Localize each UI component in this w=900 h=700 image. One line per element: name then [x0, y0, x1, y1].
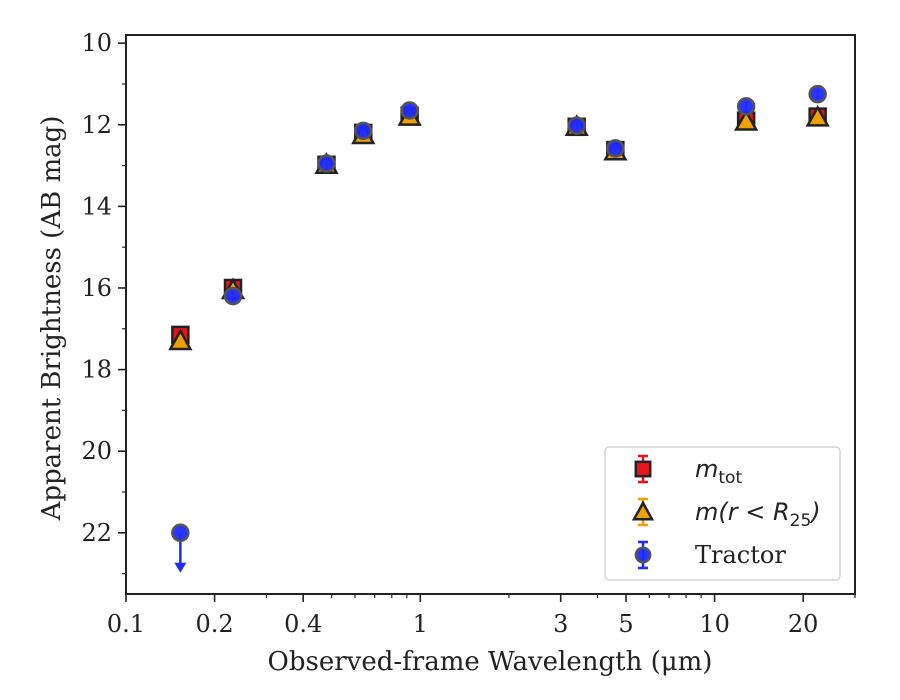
legend-box: [604, 446, 841, 581]
data-point: [168, 328, 193, 351]
data-point: [736, 97, 756, 116]
data-point: [808, 84, 827, 104]
y-tick-label: 12: [81, 111, 112, 139]
series-circle: [171, 84, 827, 573]
x-tick-label: 0.1: [107, 610, 145, 638]
data-point: [805, 104, 830, 127]
y-tick-label: 14: [81, 192, 112, 220]
data-point: [734, 108, 759, 131]
data-point: [171, 523, 190, 543]
series-square: [171, 106, 827, 345]
x-tick-label: 0.4: [284, 610, 322, 638]
legend-label: Tractor: [695, 541, 786, 569]
series-triangle: [168, 104, 830, 351]
data-point: [317, 154, 336, 173]
x-tick-label: 0.2: [196, 610, 234, 638]
x-tick-label: 3: [553, 610, 568, 638]
data-point: [567, 116, 586, 135]
x-tick-label: 1: [413, 610, 428, 638]
x-axis: 0.1 0.2 0.4 1 3 5 10 20: [107, 594, 856, 638]
plot-border: [125, 34, 856, 595]
legend-marker-square: [634, 460, 652, 478]
upper-limit-arrow: [174, 562, 187, 573]
legend-marker-circle: [634, 546, 652, 564]
y-axis-title: Apparent Brightness (AB mag): [37, 116, 67, 522]
legend-label: m(r < R25): [695, 498, 821, 531]
data-point: [606, 139, 625, 158]
series-layer: [168, 84, 830, 573]
y-tick-label: 10: [81, 29, 112, 57]
legend: mtot m(r < R25) Tractor: [604, 446, 841, 581]
data-point: [354, 121, 373, 141]
plot-frame: [125, 34, 856, 595]
x-tick-label: 5: [618, 610, 633, 638]
y-tick-label: 22: [81, 519, 112, 547]
y-axis: 10 12 14 16 18 20 22: [81, 29, 126, 575]
x-axis-title: Observed-frame Wavelength (μm): [268, 647, 713, 677]
y-tick-label: 16: [81, 274, 112, 302]
data-point: [400, 101, 419, 120]
y-tick-label: 20: [81, 437, 112, 465]
x-tick-label: 20: [788, 610, 819, 638]
x-tick-label: 10: [699, 610, 730, 638]
legend-marker-triangle: [631, 500, 655, 521]
y-tick-label: 18: [81, 356, 112, 384]
legend-label: mtot: [695, 455, 742, 488]
data-point: [223, 286, 243, 306]
